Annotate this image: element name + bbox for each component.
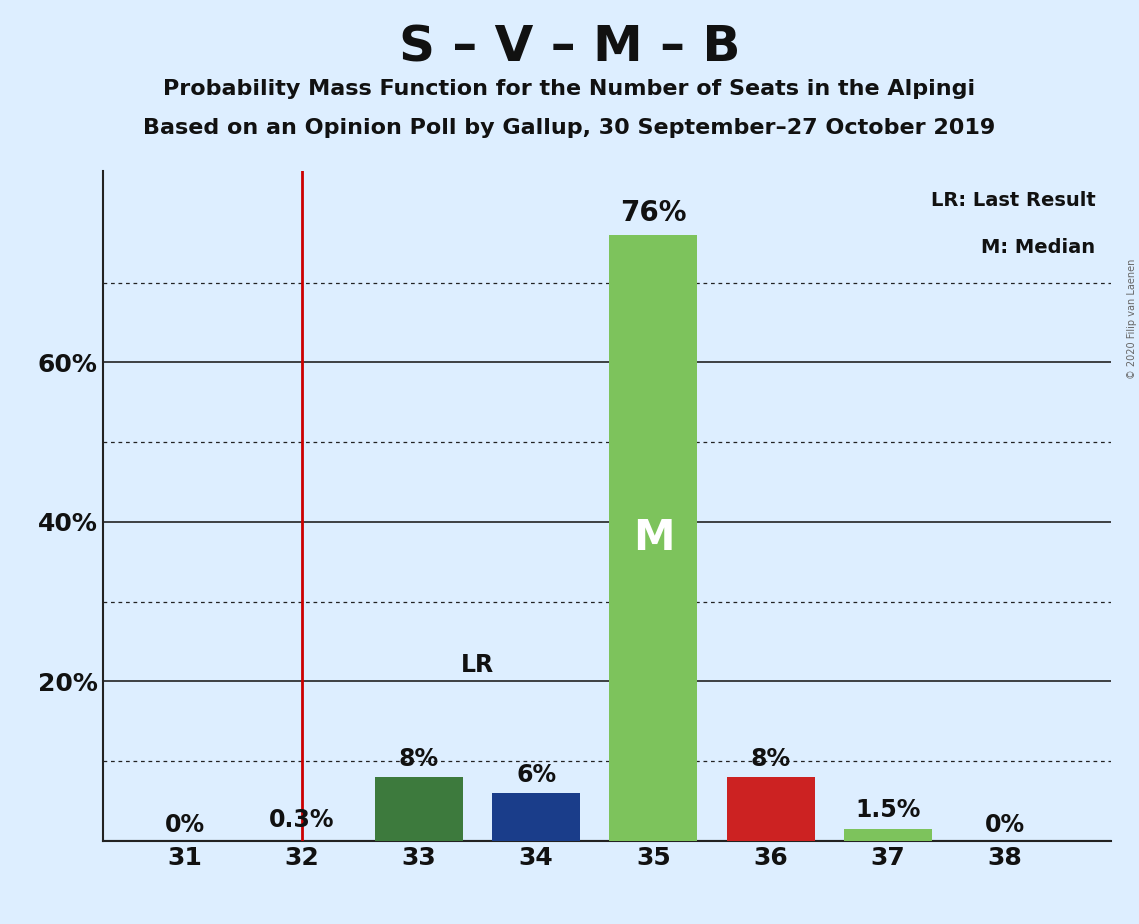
Bar	[375, 777, 462, 841]
Bar	[844, 829, 932, 841]
Text: Probability Mass Function for the Number of Seats in the Alpingi: Probability Mass Function for the Number…	[163, 79, 976, 99]
Text: M: Median: M: Median	[982, 238, 1096, 257]
Text: LR: Last Result: LR: Last Result	[931, 191, 1096, 210]
Bar	[492, 793, 580, 841]
Text: 8%: 8%	[399, 747, 439, 771]
Text: M: M	[632, 517, 674, 559]
Text: Based on an Opinion Poll by Gallup, 30 September–27 October 2019: Based on an Opinion Poll by Gallup, 30 S…	[144, 118, 995, 139]
Text: 0%: 0%	[985, 813, 1025, 837]
Bar	[727, 777, 814, 841]
Text: © 2020 Filip van Laenen: © 2020 Filip van Laenen	[1126, 259, 1137, 379]
Text: LR: LR	[461, 653, 494, 677]
Text: 8%: 8%	[751, 747, 790, 771]
Text: 0.3%: 0.3%	[269, 808, 335, 833]
Text: 76%: 76%	[620, 199, 687, 226]
Text: 1.5%: 1.5%	[855, 798, 920, 822]
Text: 0%: 0%	[164, 813, 205, 837]
Text: S – V – M – B: S – V – M – B	[399, 23, 740, 71]
Text: 6%: 6%	[516, 762, 556, 786]
Bar	[609, 235, 697, 841]
